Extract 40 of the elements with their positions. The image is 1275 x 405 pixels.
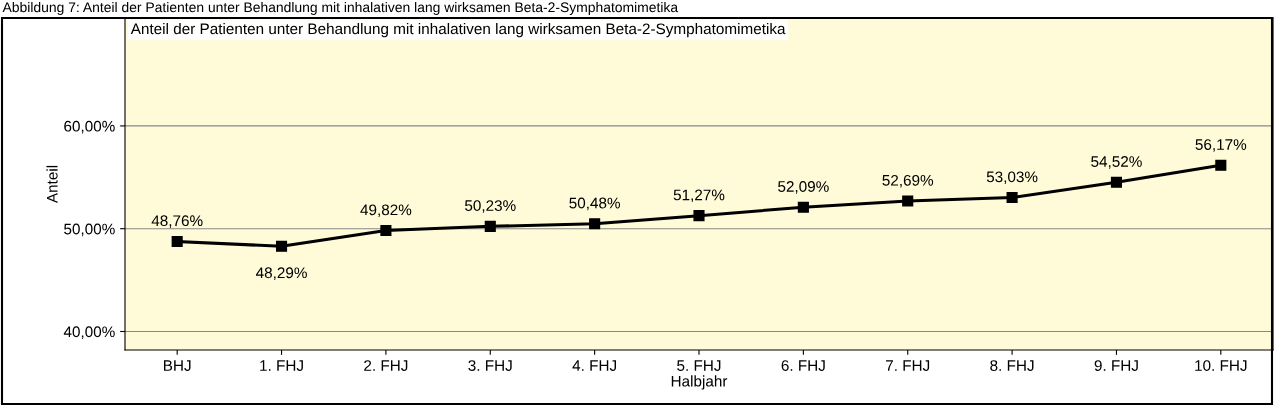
data-label: 50,23% xyxy=(464,200,516,213)
x-tick-label: BHJ xyxy=(164,360,191,371)
chart-title: Anteil der Patienten unter Behandlung mit inhalativen lang wirksamen Beta-2-Symphatomimetika xyxy=(130,22,786,38)
data-label: 48,29% xyxy=(255,267,307,280)
data-label: 53,03% xyxy=(986,171,1038,185)
data-label: 50,48% xyxy=(569,197,620,211)
point xyxy=(1006,192,1018,204)
point xyxy=(902,195,914,207)
point xyxy=(1215,159,1227,171)
y-tick-label: 60,00% xyxy=(64,120,115,134)
data-label: 52,09% xyxy=(778,181,829,194)
x-tick-label: 5. FHJ xyxy=(677,360,721,371)
point xyxy=(380,225,392,237)
x-tick-label: 4. FHJ xyxy=(572,360,616,371)
x-tick-label: 8. FHJ xyxy=(990,360,1034,371)
data-label: 51,27% xyxy=(673,189,725,203)
x-tick-label: 10. FHJ xyxy=(1195,360,1247,371)
point xyxy=(1110,176,1123,188)
data-label: 48,76% xyxy=(151,215,203,228)
x-tick-label: 7. FHJ xyxy=(886,360,930,371)
point xyxy=(589,218,601,230)
point xyxy=(693,210,705,222)
data-label: 52,69% xyxy=(882,174,934,188)
x-tick-label: 3. FHJ xyxy=(468,360,512,371)
data-label: 49,82% xyxy=(360,204,412,218)
point xyxy=(797,201,809,213)
x-axis-title: Halbjahr xyxy=(671,375,728,390)
y-axis-title: Anteil xyxy=(46,165,58,204)
point xyxy=(171,235,183,248)
y-tick-label: 40,00% xyxy=(63,326,115,339)
y-tick-label: 50,00% xyxy=(64,223,115,237)
point xyxy=(275,240,288,252)
text: Abbildung 7: Anteil der Patienten unter Behandlung mit inhalativen lang wirksamen Beta-2-Symphatomimetika xyxy=(2,2,679,15)
x-tick-label: 6. FHJ xyxy=(781,360,825,371)
x-tick-label: 1. FHJ xyxy=(260,360,303,371)
x-tick-label: 9. FHJ xyxy=(1094,360,1138,371)
point xyxy=(484,220,496,232)
x-tick-label: 2. FHJ xyxy=(364,360,408,371)
data-label: 56,17% xyxy=(1195,139,1247,152)
data-label: 54,52% xyxy=(1091,156,1142,169)
